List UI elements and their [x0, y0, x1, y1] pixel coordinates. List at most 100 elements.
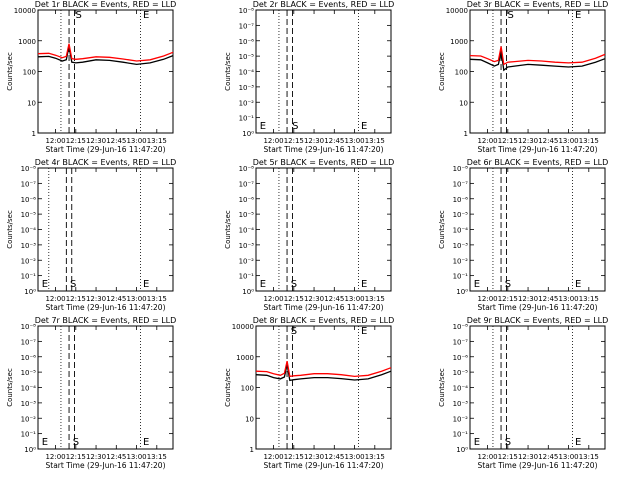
- y-tick-label: 10⁻⁴: [21, 227, 37, 235]
- y-axis-label: Counts/sec: [6, 52, 14, 91]
- plot-frame: [37, 167, 174, 292]
- y-tick-label: 10⁻⁸: [453, 165, 469, 173]
- y-tick-label: 10⁻³: [453, 400, 469, 408]
- x-tick-label: 12:45: [324, 137, 344, 145]
- x-tick-label: 12:15: [284, 137, 304, 145]
- y-tick-label: 10⁻⁶: [453, 196, 469, 204]
- marker-label: E: [42, 279, 48, 290]
- x-tick-label: 12:30: [518, 295, 538, 303]
- y-tick-label: 10000: [232, 323, 254, 331]
- x-axis-label: Start Time (29-Jun-16 11:47:20): [478, 303, 598, 312]
- events-series-line: [255, 364, 392, 382]
- y-axis-label: Counts/sec: [6, 368, 14, 407]
- y-tick-label: 1: [464, 130, 468, 138]
- y-tick-label: 10⁻⁴: [21, 385, 37, 393]
- y-tick-label: 10⁻⁸: [239, 165, 255, 173]
- y-tick-label: 10⁻⁷: [453, 180, 469, 188]
- lld-series-line: [37, 43, 174, 62]
- y-tick-label: 10⁻²: [453, 257, 469, 265]
- marker-label: E: [575, 279, 581, 290]
- x-tick-label: 12:15: [66, 453, 86, 461]
- plot-frame: [255, 325, 392, 450]
- x-tick-label: 12:15: [66, 137, 86, 145]
- marker-label: S: [505, 437, 511, 448]
- x-tick-label: 13:15: [579, 137, 599, 145]
- x-axis-label: Start Time (29-Jun-16 11:47:20): [264, 145, 384, 154]
- y-tick-label: 10⁻¹: [453, 431, 469, 439]
- y-tick-label: 10⁻⁴: [453, 227, 469, 235]
- x-tick-label: 12:30: [304, 453, 324, 461]
- y-tick-label: 10000: [14, 7, 36, 15]
- x-tick-label: 13:00: [344, 295, 364, 303]
- x-tick-label: 12:00: [45, 453, 65, 461]
- x-tick-label: 13:00: [126, 453, 146, 461]
- plot-frame: [255, 167, 392, 292]
- y-tick-label: 10⁻¹: [453, 273, 469, 281]
- x-tick-label: 12:00: [263, 137, 283, 145]
- y-tick-label: 100: [23, 69, 36, 77]
- y-tick-label: 10⁻³: [21, 400, 37, 408]
- y-tick-label: 10⁰: [456, 446, 468, 454]
- y-tick-label: 10⁻³: [453, 242, 469, 250]
- y-tick-label: 1000: [18, 38, 36, 46]
- x-tick-label: 12:15: [284, 453, 304, 461]
- y-tick-label: 100: [241, 385, 254, 393]
- y-tick-label: 10⁻⁶: [21, 354, 37, 362]
- x-axis-label: Start Time (29-Jun-16 11:47:20): [264, 303, 384, 312]
- x-tick-label: 12:30: [304, 137, 324, 145]
- plot-frame: [469, 9, 606, 134]
- x-axis-label: Start Time (29-Jun-16 11:47:20): [46, 303, 166, 312]
- y-tick-label: 10⁻⁵: [239, 53, 255, 61]
- panel-title: Det 6r BLACK = Events, RED = LLD: [467, 158, 609, 167]
- marker-label: E: [474, 437, 480, 448]
- y-tick-label: 10⁻⁵: [453, 369, 469, 377]
- x-tick-label: 12:15: [498, 295, 518, 303]
- x-tick-label: 13:00: [558, 453, 578, 461]
- y-axis-label: Counts/sec: [438, 368, 446, 407]
- x-tick-label: 13:15: [147, 295, 167, 303]
- y-tick-label: 10⁻⁷: [239, 180, 255, 188]
- marker-label: S: [291, 326, 297, 337]
- x-tick-label: 12:45: [538, 137, 558, 145]
- lld-series-line: [255, 360, 392, 378]
- x-tick-label: 13:15: [147, 453, 167, 461]
- y-tick-label: 10⁻⁷: [21, 338, 37, 346]
- y-tick-label: 10⁻⁴: [453, 385, 469, 393]
- y-tick-label: 10⁻³: [239, 242, 255, 250]
- y-tick-label: 10⁻²: [239, 99, 255, 107]
- x-tick-label: 12:45: [538, 295, 558, 303]
- y-tick-label: 100: [455, 69, 468, 77]
- plot-frame: [255, 9, 392, 134]
- y-tick-label: 10⁻¹: [21, 273, 37, 281]
- panel-title: Det 4r BLACK = Events, RED = LLD: [35, 158, 177, 167]
- x-tick-label: 12:30: [518, 137, 538, 145]
- y-tick-label: 10⁰: [456, 288, 468, 296]
- x-tick-label: 13:00: [558, 295, 578, 303]
- x-tick-label: 13:15: [579, 453, 599, 461]
- x-tick-label: 12:30: [518, 453, 538, 461]
- y-axis-label: Counts/sec: [438, 52, 446, 91]
- x-tick-label: 13:15: [579, 295, 599, 303]
- x-tick-label: 13:00: [558, 137, 578, 145]
- x-tick-label: 12:45: [324, 295, 344, 303]
- y-tick-label: 10⁻¹: [239, 273, 255, 281]
- plot-frame: [469, 167, 606, 292]
- marker-label: E: [260, 121, 266, 132]
- x-tick-label: 12:00: [45, 137, 65, 145]
- y-tick-label: 10⁰: [24, 288, 36, 296]
- panel-title: Det 7r BLACK = Events, RED = LLD: [35, 316, 177, 325]
- y-tick-label: 10⁻⁸: [21, 323, 37, 331]
- y-tick-label: 10⁻⁸: [21, 165, 37, 173]
- y-tick-label: 10⁻⁵: [239, 211, 255, 219]
- y-axis-label: Counts/sec: [224, 368, 232, 407]
- marker-label: S: [505, 279, 511, 290]
- plot-frame: [37, 9, 174, 134]
- y-tick-label: 10⁻⁶: [239, 196, 255, 204]
- marker-label: S: [70, 279, 76, 290]
- y-tick-label: 1000: [450, 38, 468, 46]
- y-axis-label: Counts/sec: [6, 210, 14, 249]
- y-tick-label: 10⁻⁶: [21, 196, 37, 204]
- marker-label: S: [292, 121, 298, 132]
- y-tick-label: 10⁻⁶: [239, 38, 255, 46]
- x-axis-label: Start Time (29-Jun-16 11:47:20): [478, 461, 598, 470]
